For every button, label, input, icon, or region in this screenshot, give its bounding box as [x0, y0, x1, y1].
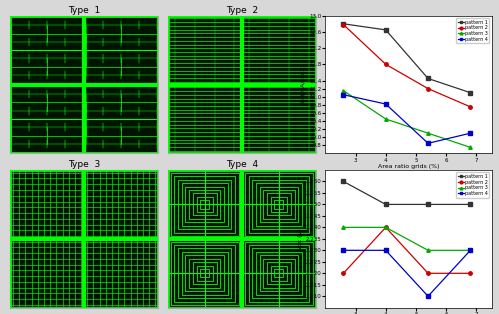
Bar [249, 245, 309, 301]
Bar [245, 173, 313, 236]
pattern 2 [425, 271, 431, 275]
pattern 2 [468, 271, 474, 275]
pattern 3 [425, 131, 431, 135]
Bar [178, 248, 232, 298]
Y-axis label: Voc (v): Voc (v) [297, 228, 302, 250]
Bar [259, 255, 298, 291]
pattern 2 [383, 62, 389, 66]
Bar [189, 190, 221, 219]
pattern 1 [468, 91, 474, 95]
pattern 4 [468, 131, 474, 135]
Legend: pattern 1, pattern 2, pattern 3, pattern 4: pattern 1, pattern 2, pattern 3, pattern… [457, 18, 489, 43]
pattern 4 [425, 294, 431, 298]
Title: Type  4: Type 4 [226, 160, 258, 169]
Bar [263, 259, 294, 288]
Bar [271, 197, 287, 212]
Bar [174, 245, 235, 301]
Title: Type  2: Type 2 [226, 6, 258, 15]
pattern 3 [383, 225, 389, 229]
pattern 4 [383, 248, 389, 252]
Line: pattern 2: pattern 2 [342, 23, 472, 109]
pattern 4 [340, 248, 346, 252]
Line: pattern 4: pattern 4 [342, 93, 472, 145]
Y-axis label: Jsc(mA/cm2): Jsc(mA/cm2) [301, 65, 306, 104]
Bar [252, 248, 306, 298]
Bar [271, 266, 287, 281]
pattern 3 [340, 225, 346, 229]
Bar [256, 183, 302, 226]
Bar [186, 187, 224, 222]
pattern 4 [340, 93, 346, 97]
pattern 4 [468, 248, 474, 252]
pattern 1 [468, 203, 474, 206]
pattern 3 [468, 145, 474, 149]
Bar [171, 173, 239, 236]
Line: pattern 1: pattern 1 [342, 22, 472, 95]
Bar [245, 241, 313, 305]
Bar [186, 255, 224, 291]
Line: pattern 3: pattern 3 [342, 226, 472, 252]
pattern 1 [340, 22, 346, 26]
X-axis label: Area ratio grids (%): Area ratio grids (%) [378, 164, 439, 169]
Title: Type  1: Type 1 [68, 6, 100, 15]
Bar [171, 241, 239, 305]
Bar [274, 269, 283, 277]
Bar [197, 197, 213, 212]
Legend: pattern 1, pattern 2, pattern 3, pattern 4: pattern 1, pattern 2, pattern 3, pattern… [457, 172, 489, 198]
pattern 1 [340, 180, 346, 183]
Bar [252, 180, 306, 229]
Bar [197, 266, 213, 281]
pattern 4 [425, 141, 431, 145]
pattern 1 [383, 28, 389, 32]
pattern 2 [468, 105, 474, 109]
pattern 3 [468, 248, 474, 252]
pattern 1 [425, 77, 431, 80]
Bar [200, 200, 209, 208]
Bar [193, 262, 217, 284]
Bar [249, 176, 309, 233]
Bar [182, 252, 228, 295]
Bar [256, 252, 302, 295]
Bar [174, 176, 235, 233]
Line: pattern 4: pattern 4 [342, 249, 472, 298]
pattern 3 [383, 117, 389, 121]
Line: pattern 3: pattern 3 [342, 89, 472, 149]
pattern 3 [425, 248, 431, 252]
pattern 1 [425, 203, 431, 206]
Bar [263, 190, 294, 219]
pattern 1 [383, 203, 389, 206]
Bar [178, 180, 232, 229]
pattern 3 [340, 89, 346, 93]
Line: pattern 1: pattern 1 [342, 180, 472, 206]
Line: pattern 2: pattern 2 [342, 226, 472, 275]
Bar [200, 269, 209, 277]
Bar [193, 193, 217, 215]
Title: Type  3: Type 3 [68, 160, 100, 169]
Bar [182, 183, 228, 226]
Bar [274, 200, 283, 208]
Bar [189, 259, 221, 288]
pattern 2 [425, 87, 431, 90]
Bar [267, 193, 291, 215]
Bar [259, 187, 298, 222]
pattern 2 [340, 271, 346, 275]
pattern 2 [383, 225, 389, 229]
pattern 2 [340, 23, 346, 26]
pattern 4 [383, 102, 389, 106]
Bar [267, 262, 291, 284]
